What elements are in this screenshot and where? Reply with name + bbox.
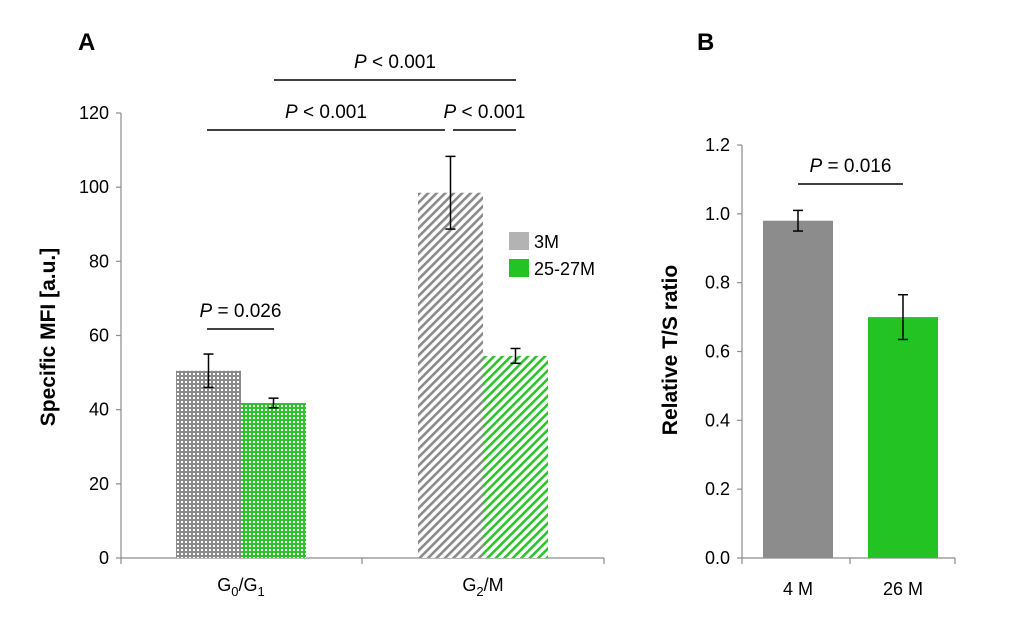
panel-a-y-axis-label: Specific MFI [a.u.] (37, 248, 60, 427)
legend-label-25-27m: 25-27M (534, 259, 595, 279)
category-label-b-4m: 4 M (783, 579, 813, 599)
category-label-g0-g1: G0/G1 (217, 575, 265, 599)
bar-25-27m-cat1 (483, 355, 548, 558)
bar-b-4m (763, 220, 833, 558)
significance-label-a1: P < 0.001 (285, 102, 367, 123)
bar-3m-cat0 (176, 370, 241, 558)
panel-b-y-tick-label: 1.2 (705, 135, 730, 155)
panel-a-y-tick-label: 40 (89, 400, 109, 420)
significance-label-a0: P < 0.001 (354, 52, 436, 73)
panel-b-y-axis-label: Relative T/S ratio (659, 265, 682, 435)
significance-label-b0: P = 0.016 (810, 156, 892, 177)
panel-b-y-tick-label: 0.0 (705, 548, 730, 568)
bar-b-26m (868, 317, 938, 558)
bar-3m-cat1 (418, 192, 483, 558)
bar-25-27m-cat0 (241, 402, 306, 558)
panel-b-label: B (697, 29, 714, 56)
legend-swatch-25-27m (509, 259, 529, 277)
panel-b-y-tick-label: 0.8 (705, 273, 730, 293)
panel-a-y-tick-label: 80 (89, 251, 109, 271)
panel-a-y-tick-label: 60 (89, 326, 109, 346)
panel-a-y-tick-label: 100 (79, 177, 109, 197)
panel-a-y-tick-label: 120 (79, 103, 109, 123)
category-label-b-26m: 26 M (883, 579, 923, 599)
panel-b-y-tick-label: 0.4 (705, 410, 730, 430)
significance-label-a2: P < 0.001 (444, 102, 526, 123)
panel-a-label: A (78, 29, 95, 56)
legend-swatch-3m (509, 232, 529, 250)
chart-marks: 0 20 40 60 80 100 120 P < 0.001 P < 0.001 P < 0.0… (79, 52, 956, 599)
panel-a-y-tick-label: 20 (89, 474, 109, 494)
panel-b-y-tick-label: 0.6 (705, 342, 730, 362)
panel-b-y-tick-label: 0.2 (705, 479, 730, 499)
panel-b-y-tick-label: 1.0 (705, 204, 730, 224)
category-label-g2-m: G2/M (462, 575, 503, 599)
significance-label-a3: P = 0.026 (200, 301, 282, 322)
panel-a-y-tick-label: 0 (99, 548, 109, 568)
legend-label-3m: 3M (534, 232, 559, 252)
